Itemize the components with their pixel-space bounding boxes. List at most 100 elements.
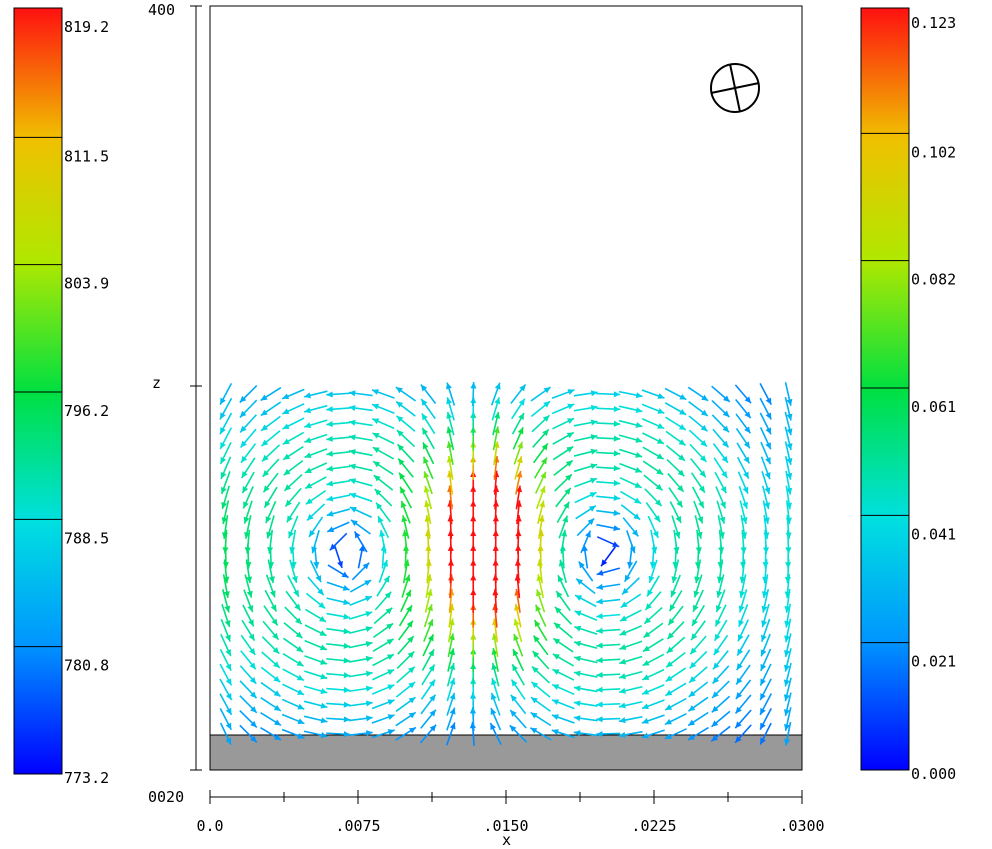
velocity-vector-head: [760, 737, 766, 745]
velocity-vector-head: [596, 701, 603, 708]
velocity-vector-head: [543, 387, 551, 394]
velocity-vector-head: [343, 613, 351, 620]
velocity-vector-head: [567, 418, 575, 424]
velocity-vector-head: [744, 426, 751, 434]
velocity-vector-head: [542, 415, 550, 422]
velocity-vector-head: [490, 723, 496, 731]
velocity-vector-head: [395, 387, 403, 394]
velocity-vector-head: [601, 559, 608, 567]
velocity-vector-head: [326, 495, 334, 502]
velocity-vector-head: [694, 562, 702, 569]
velocity-vector-head: [613, 435, 621, 442]
velocity-vector-head: [613, 450, 621, 457]
velocity-vector-head: [493, 441, 500, 448]
velocity-vector-head: [319, 644, 327, 651]
velocity-vector-head: [531, 666, 539, 674]
velocity-vector-head: [400, 501, 407, 508]
velocity-vector-head: [250, 720, 257, 728]
right-colorbar-label: 0.041: [911, 525, 956, 543]
velocity-vector-head: [589, 492, 597, 498]
y-axis-label: z: [152, 374, 161, 392]
velocity-vector-head: [765, 457, 771, 465]
velocity-vector-head: [764, 502, 771, 510]
right-colorbar-labels: 0.123 0.102 0.082 0.061 0.041 0.021 0.000: [911, 14, 956, 783]
velocity-vector-head: [666, 646, 674, 654]
velocity-vector-head: [304, 407, 312, 414]
velocity-vector-head: [349, 492, 357, 499]
velocity-vector-head: [517, 427, 524, 435]
velocity-vector-head: [634, 482, 642, 488]
left-colorbar-bar: [13, 7, 63, 775]
velocity-vector-head: [248, 619, 254, 627]
velocity-vector-head: [761, 605, 768, 613]
velocity-vector-head: [518, 398, 525, 406]
velocity-vector-head: [590, 477, 597, 484]
velocity-vector-head: [512, 664, 519, 672]
velocity-vector-head: [696, 531, 703, 539]
velocity-vector-head: [510, 710, 517, 717]
velocity-vector-head: [679, 393, 687, 400]
velocity-vector-head: [711, 720, 719, 727]
velocity-vector-head: [667, 632, 674, 640]
velocity-vector-head: [736, 677, 743, 685]
velocity-vector-head: [578, 561, 585, 569]
velocity-vector-head: [250, 706, 257, 713]
x-tick-label: .0300: [779, 817, 824, 835]
velocity-vector-head: [760, 663, 767, 671]
velocity-vector-head: [387, 669, 395, 676]
velocity-vector-head: [761, 591, 768, 598]
velocity-vector-head: [420, 384, 428, 392]
velocity-vector-head: [531, 681, 539, 689]
velocity-vector-head: [619, 687, 626, 694]
velocity-vector-head: [225, 649, 231, 657]
velocity-vector-head: [679, 408, 687, 415]
base-plate: [209, 734, 803, 771]
velocity-vector-head: [613, 420, 621, 427]
velocity-vector-head: [382, 559, 388, 567]
velocity-vector-head: [566, 432, 574, 439]
velocity-vector-head: [326, 421, 333, 428]
velocity-vector-head: [491, 648, 498, 655]
velocity-vector-head: [741, 532, 748, 539]
velocity-vector-head: [735, 706, 742, 714]
velocity-vector-head: [694, 576, 701, 584]
left-colorbar-label: 819.2: [64, 18, 109, 36]
velocity-vector-head: [317, 588, 324, 596]
velocity-vector-head: [326, 465, 334, 472]
velocity-vector-head: [383, 575, 390, 583]
velocity-vector-head: [688, 705, 696, 712]
velocity-vector-head: [295, 631, 303, 639]
velocity-vector-head: [635, 436, 643, 443]
right-colorbar-separators: [861, 132, 909, 644]
left-colorbar-label: 780.8: [64, 657, 109, 675]
left-colorbar-label: 796.2: [64, 402, 109, 420]
velocity-vector-head: [535, 604, 542, 612]
velocity-vector-head: [304, 392, 311, 399]
velocity-vector-head: [365, 641, 373, 647]
velocity-vector-head: [721, 471, 728, 478]
velocity-vector-head: [532, 651, 540, 658]
velocity-vector-head: [588, 505, 596, 512]
velocity-vector-head: [786, 457, 793, 465]
velocity-vector-head: [261, 439, 269, 446]
velocity-vector-head: [366, 700, 373, 707]
velocity-vector-head: [539, 486, 546, 494]
velocity-vector-head: [543, 401, 551, 408]
velocity-vector-head: [449, 722, 456, 730]
velocity-vector-head: [590, 448, 598, 455]
velocity-vector-head: [327, 526, 335, 533]
velocity-vector-head: [567, 389, 575, 395]
velocity-vector-head: [698, 501, 704, 509]
velocity-vector-head: [348, 449, 356, 456]
velocity-vector-head: [343, 599, 350, 606]
velocity-vector-head: [620, 615, 628, 622]
velocity-vector-head: [243, 501, 249, 509]
velocity-vector-head: [448, 633, 455, 641]
velocity-vector-head: [427, 634, 434, 642]
velocity-vector-head: [343, 731, 351, 738]
velocity-vector-head: [343, 628, 351, 635]
velocity-vector-head: [764, 472, 771, 480]
velocity-vector-head: [449, 692, 456, 700]
velocity-vector-head: [700, 424, 708, 432]
